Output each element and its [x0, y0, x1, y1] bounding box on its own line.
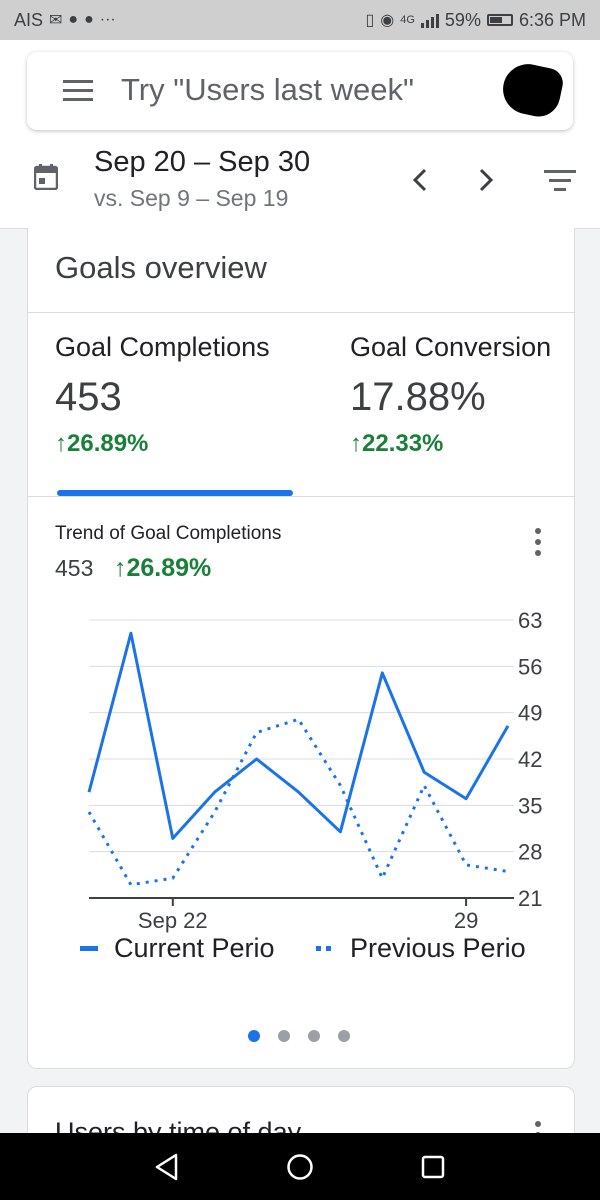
card-title: Goals overview	[55, 250, 267, 285]
y-tick-label: 49	[518, 701, 542, 726]
up-arrow-icon: ↑	[114, 554, 127, 582]
metric-goal-completions[interactable]: Goal Completions 453 ↑26.89%	[55, 332, 270, 458]
system-nav-bar	[0, 1133, 600, 1200]
selected-metric-indicator	[57, 490, 293, 496]
divider	[28, 496, 574, 497]
metric-label: Goal Conversion	[350, 332, 552, 362]
pager-dots[interactable]	[248, 1030, 350, 1042]
divider	[28, 312, 574, 313]
avatar[interactable]	[498, 59, 566, 121]
date-range[interactable]: Sep 20 – Sep 30	[94, 146, 311, 178]
goals-overview-card: Goals overview Goal Completions 453 ↑26.…	[27, 228, 575, 1069]
message-icon: ●	[84, 11, 94, 28]
pager-dot[interactable]	[248, 1030, 260, 1042]
hamburger-menu-icon[interactable]	[63, 80, 93, 102]
app-header: Try "Users last week" Sep 20 – Sep 30 vs…	[0, 40, 600, 229]
more-options-icon[interactable]	[528, 528, 548, 564]
metric-goal-conversion[interactable]: Goal Conversion 17.88% ↑22.33%	[350, 332, 551, 458]
metric-label: Goal Completions	[55, 332, 270, 362]
x-tick-label: Sep 22	[138, 908, 208, 933]
x-tick-label: 29	[454, 908, 478, 933]
y-tick-label: 63	[518, 608, 542, 633]
series-line-previous	[87, 717, 509, 887]
search-input[interactable]: Try "Users last week"	[121, 72, 415, 107]
more-notifications-icon: ···	[99, 11, 116, 28]
search-bar[interactable]: Try "Users last week"	[27, 52, 573, 130]
series-line-current	[87, 631, 510, 840]
battery-icon	[486, 14, 513, 26]
legend-current: Current Perio	[80, 933, 275, 964]
solid-line-swatch-icon	[80, 946, 98, 951]
dotted-line-swatch-icon	[316, 946, 334, 951]
compare-range: vs. Sep 9 – Sep 19	[94, 185, 289, 211]
y-tick-label: 42	[518, 747, 542, 772]
up-arrow-icon: ↑	[55, 430, 67, 457]
battery-percent: 59%	[444, 9, 481, 30]
legend-label: Current Perio	[114, 933, 275, 963]
eye-icon: ◉	[380, 12, 395, 29]
previous-range-button[interactable]	[408, 166, 432, 194]
legend-previous: Previous Perio	[316, 933, 526, 964]
carrier-label: AIS	[14, 9, 44, 30]
network-label: 4G	[400, 14, 415, 26]
home-icon[interactable]	[286, 1153, 314, 1181]
metric-change: ↑26.89%	[55, 430, 149, 457]
status-bar: AIS ✉ ● ● ··· ▯ ◉ 4G 59% 6:36 PM	[0, 0, 600, 40]
up-arrow-icon: ↑	[350, 430, 362, 457]
filter-icon[interactable]	[544, 170, 576, 192]
clock: 6:36 PM	[518, 9, 586, 30]
trend-change: ↑26.89%	[114, 554, 212, 582]
y-tick-label: 56	[518, 654, 542, 679]
metric-value: 17.88%	[350, 375, 486, 419]
pager-dot[interactable]	[308, 1030, 320, 1042]
signal-icon	[420, 12, 439, 28]
back-icon[interactable]	[154, 1153, 180, 1181]
pager-dot[interactable]	[278, 1030, 290, 1042]
metric-change: ↑22.33%	[350, 430, 444, 457]
y-tick-label: 35	[518, 793, 542, 818]
y-tick-label: 28	[518, 840, 542, 865]
recents-icon[interactable]	[421, 1153, 445, 1181]
legend-label: Previous Perio	[350, 933, 526, 963]
pager-dot[interactable]	[338, 1030, 350, 1042]
metric-value: 453	[55, 375, 122, 419]
notification-icon: ✉	[49, 12, 63, 29]
location-icon: ●	[68, 11, 79, 28]
trend-title: Trend of Goal Completions	[55, 523, 282, 544]
calendar-icon[interactable]	[34, 164, 58, 190]
y-tick-label: 21	[518, 886, 542, 911]
vibrate-icon: ▯	[365, 12, 375, 29]
trend-value: 453	[55, 555, 94, 581]
next-range-button[interactable]	[474, 166, 498, 194]
